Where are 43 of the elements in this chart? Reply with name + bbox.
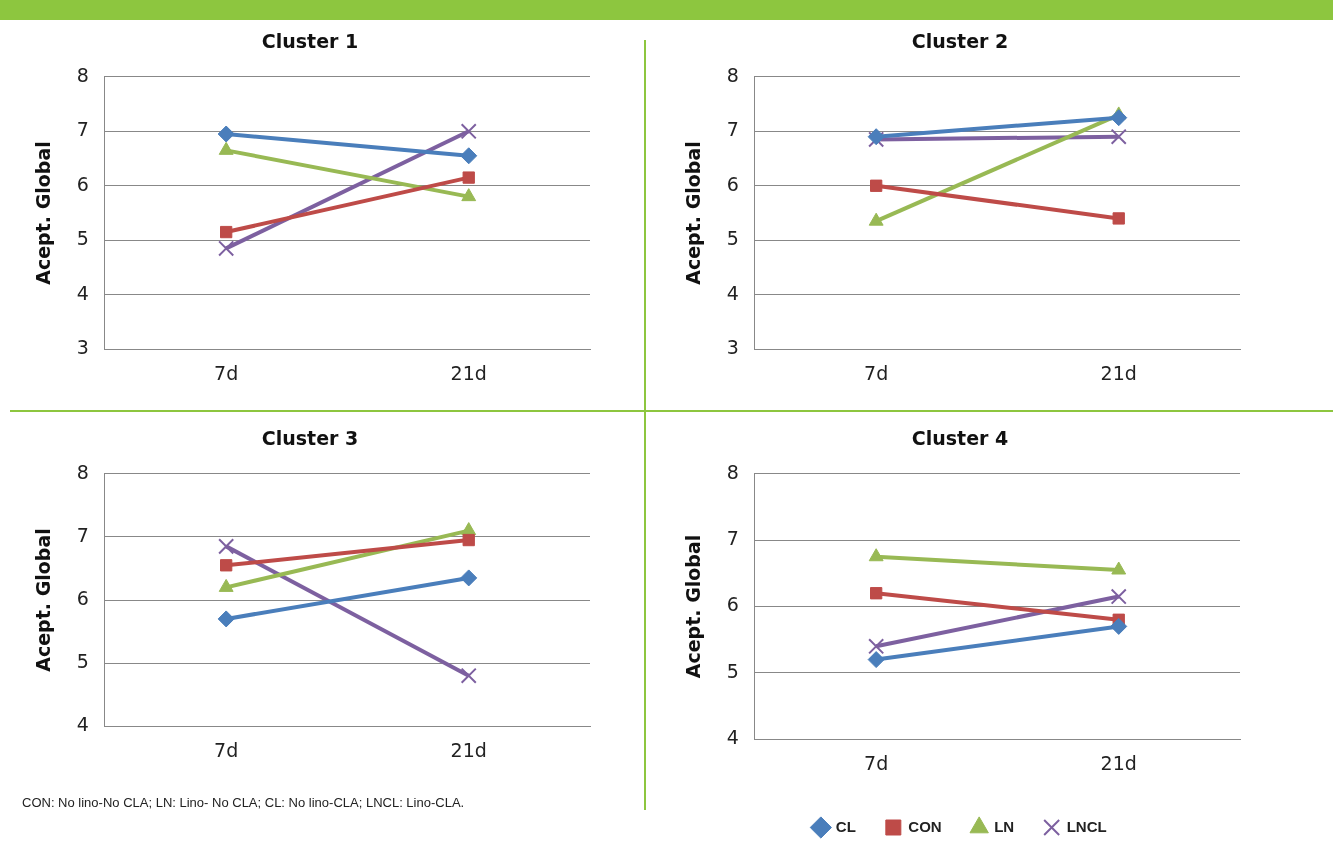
- y-tick-label: 3: [726, 336, 739, 359]
- legend-label: LN: [994, 817, 1015, 835]
- x-tick-label: 21d: [1100, 751, 1137, 774]
- y-axis-title: Acept. Global: [682, 141, 705, 285]
- y-tick-label: 6: [726, 593, 739, 616]
- legend-label: CL: [835, 817, 856, 835]
- y-tick-label: 5: [726, 227, 739, 250]
- chart-title: Cluster 3: [261, 427, 359, 450]
- text: CON: No lino-No CLA; LN: Lino- No CLA; CL: No lino-CLA; LNCL: Lino-CLA.: [22, 795, 465, 810]
- y-tick-label: 8: [76, 63, 89, 86]
- x-tick-label: 21d: [450, 738, 487, 761]
- y-tick-label: 7: [726, 118, 739, 141]
- y-tick-label: 4: [726, 726, 739, 749]
- y-tick-label: 7: [76, 523, 89, 546]
- x-tick-label: 7d: [864, 361, 889, 384]
- x-tick-label: 21d: [1100, 361, 1137, 384]
- x-tick-label: 7d: [214, 361, 239, 384]
- y-tick-label: 5: [76, 650, 89, 673]
- y-tick-label: 6: [726, 172, 739, 195]
- y-tick-label: 5: [726, 659, 739, 682]
- y-tick-label: 8: [726, 460, 739, 483]
- x-tick-label: 21d: [450, 361, 487, 384]
- y-tick-label: 7: [76, 118, 89, 141]
- y-tick-label: 4: [76, 713, 89, 736]
- y-tick-label: 8: [76, 460, 89, 483]
- y-tick-label: 3: [76, 336, 89, 359]
- y-tick-label: 4: [76, 281, 89, 304]
- y-tick-label: 6: [76, 172, 89, 195]
- y-tick-label: 4: [726, 281, 739, 304]
- chart-title: Cluster 4: [911, 427, 1009, 450]
- chart-title: Cluster 2: [911, 30, 1009, 53]
- x-tick-label: 7d: [214, 738, 239, 761]
- chart-title: Cluster 1: [261, 30, 359, 53]
- y-axis-title: Acept. Global: [32, 141, 55, 285]
- y-tick-label: 7: [726, 527, 739, 550]
- y-tick-label: 6: [76, 586, 89, 609]
- x-tick-label: 7d: [864, 751, 889, 774]
- legend-label: CON: [908, 817, 942, 835]
- y-tick-label: 8: [726, 63, 739, 86]
- y-tick-label: 5: [76, 227, 89, 250]
- y-axis-title: Acept. Global: [682, 534, 705, 679]
- legend-label: LNCL: [1066, 817, 1107, 835]
- y-axis-title: Acept. Global: [32, 528, 55, 672]
